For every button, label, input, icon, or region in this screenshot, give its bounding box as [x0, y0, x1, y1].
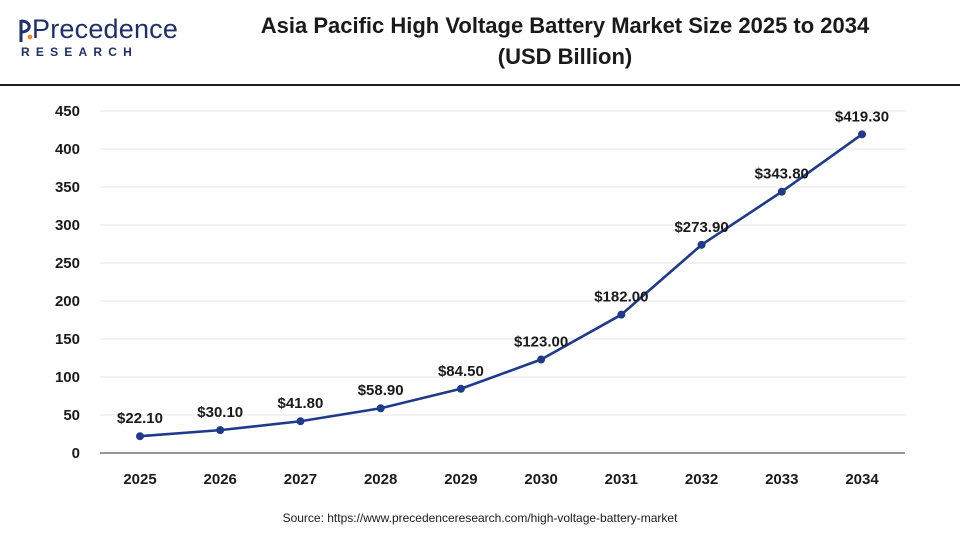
data-point — [697, 240, 706, 249]
y-tick-label: 300 — [55, 217, 80, 234]
data-label: $84.50 — [438, 363, 484, 380]
data-label: $123.00 — [514, 334, 568, 351]
y-tick-label: 100 — [55, 369, 80, 386]
y-tick-label: 450 — [55, 103, 80, 120]
chart-title-line2: (USD Billion) — [497, 44, 633, 69]
chart-title-line1: Asia Pacific High Voltage Battery Market… — [260, 13, 870, 38]
data-point — [456, 384, 465, 393]
logo-wordmark: Precedence — [32, 14, 179, 44]
header: Precedence RESEARCH Asia Pacific High Vo… — [0, 0, 960, 84]
y-tick-label: 350 — [55, 179, 80, 196]
y-tick-label: 250 — [55, 255, 80, 272]
header-divider — [0, 84, 960, 86]
x-tick-label: 2026 — [204, 471, 237, 488]
x-axis-ticks: 2025 2026 2027 2028 2029 2030 2031 2032 2033 2034 — [123, 471, 879, 488]
y-axis-ticks: 0 50 100 150 200 250 300 350 400 450 — [55, 103, 80, 462]
data-points — [136, 130, 866, 441]
data-label: $273.90 — [674, 219, 728, 236]
data-point — [296, 417, 305, 426]
y-tick-label: 150 — [55, 331, 80, 348]
data-point — [537, 355, 546, 364]
chart-title: Asia Pacific High Voltage Battery Market… — [205, 10, 925, 72]
data-labels: $22.10 $30.10 $41.80 $58.90 $84.50 $123.00 $18… — [117, 108, 889, 427]
data-label: $41.80 — [277, 395, 323, 412]
x-tick-label: 2032 — [685, 471, 718, 488]
x-tick-label: 2027 — [284, 471, 317, 488]
x-tick-label: 2034 — [845, 471, 879, 488]
y-tick-label: 0 — [72, 445, 80, 462]
x-tick-label: 2025 — [123, 471, 156, 488]
logo: Precedence RESEARCH — [18, 14, 178, 64]
data-point — [858, 130, 866, 139]
data-point — [136, 432, 144, 441]
logo-subtitle: RESEARCH — [21, 45, 138, 59]
data-label: $343.80 — [755, 166, 809, 183]
data-point — [617, 310, 626, 319]
x-tick-label: 2029 — [444, 471, 477, 488]
series-line-group — [139, 133, 863, 438]
data-label: $182.00 — [594, 289, 648, 306]
data-point — [376, 404, 385, 413]
x-tick-label: 2030 — [524, 471, 557, 488]
y-tick-label: 50 — [63, 407, 80, 424]
data-point — [777, 187, 786, 196]
x-tick-label: 2031 — [605, 471, 638, 488]
x-tick-label: 2033 — [765, 471, 798, 488]
precedence-logo-icon — [19, 19, 33, 42]
data-label: $419.30 — [835, 108, 889, 125]
data-label: $58.90 — [358, 382, 404, 399]
x-tick-label: 2028 — [364, 471, 397, 488]
data-label: $30.10 — [197, 404, 243, 421]
source-note: Source: https://www.precedenceresearch.c… — [282, 511, 678, 525]
chart-grid — [100, 110, 905, 416]
data-label: $22.10 — [117, 410, 163, 427]
y-tick-label: 400 — [55, 141, 80, 158]
y-tick-label: 200 — [55, 293, 80, 310]
data-point — [216, 426, 225, 435]
series-line — [139, 133, 863, 438]
